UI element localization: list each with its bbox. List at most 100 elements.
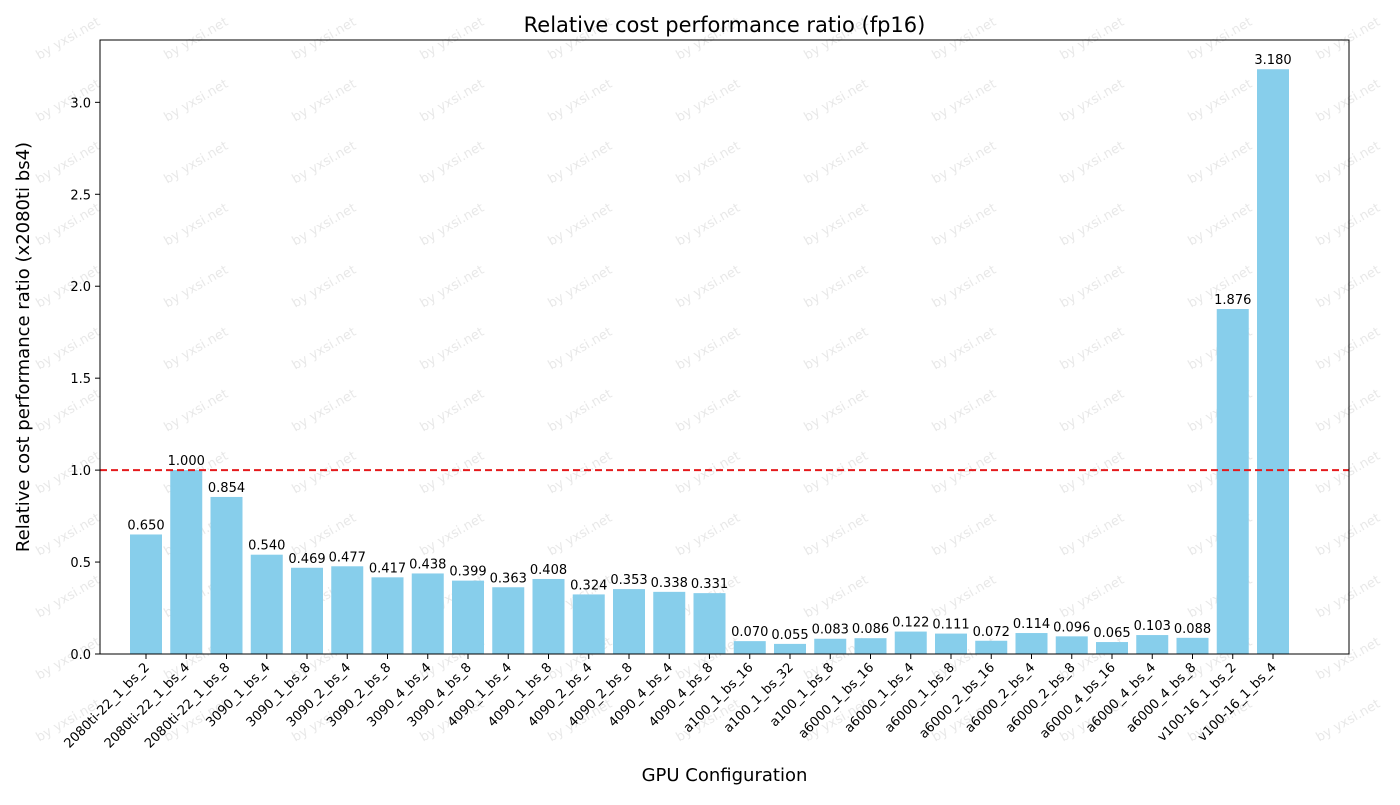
watermark-text: by yxsi.net: [290, 325, 359, 374]
watermark-text: by yxsi.net: [162, 263, 231, 312]
watermark-text: by yxsi.net: [34, 449, 103, 498]
x-axis-title: GPU Configuration: [642, 765, 808, 786]
value-label: 0.331: [691, 577, 728, 592]
bar: [371, 577, 404, 654]
watermark-text: by yxsi.net: [930, 387, 999, 436]
value-label: 0.083: [812, 623, 849, 638]
watermark-text: by yxsi.net: [290, 263, 359, 312]
watermark-text: by yxsi.net: [290, 387, 359, 436]
watermark-text: by yxsi.net: [546, 325, 615, 374]
watermark-text: by yxsi.net: [1058, 573, 1127, 622]
watermark-text: by yxsi.net: [1314, 449, 1383, 498]
watermark-text: by yxsi.net: [290, 77, 359, 126]
bar: [170, 470, 203, 654]
watermark-text: by yxsi.net: [1314, 201, 1383, 250]
watermark-text: by yxsi.net: [930, 573, 999, 622]
value-label: 0.477: [329, 550, 366, 565]
bar: [693, 593, 726, 654]
bar: [210, 496, 243, 654]
bar: [572, 594, 605, 654]
value-label: 0.072: [973, 625, 1010, 640]
watermark-text: by yxsi.net: [546, 449, 615, 498]
watermark-text: by yxsi.net: [34, 77, 103, 126]
bar: [733, 641, 766, 654]
watermark-text: by yxsi.net: [546, 263, 615, 312]
x-axis: 2080ti-22_1_bs_22080ti-22_1_bs_42080ti-2…: [62, 654, 1280, 752]
chart-title: Relative cost performance ratio (fp16): [524, 13, 926, 37]
value-label: 0.055: [771, 628, 808, 643]
x-tick-label: a6000_2_bs_8: [1003, 660, 1079, 736]
watermark-text: by yxsi.net: [418, 139, 487, 188]
watermark-text: by yxsi.net: [418, 387, 487, 436]
watermark-text: by yxsi.net: [930, 15, 999, 64]
watermark-text: by yxsi.net: [1058, 201, 1127, 250]
value-label: 0.103: [1134, 619, 1171, 634]
value-label: 0.086: [852, 622, 889, 637]
watermark-text: by yxsi.net: [1058, 511, 1127, 560]
bar: [814, 638, 847, 654]
watermark-text: by yxsi.net: [1314, 697, 1383, 746]
watermark-text: by yxsi.net: [418, 325, 487, 374]
watermark-text: by yxsi.net: [674, 511, 743, 560]
bar: [653, 591, 686, 654]
watermark-text: by yxsi.net: [802, 387, 871, 436]
watermark-text: by yxsi.net: [930, 201, 999, 250]
bar: [1015, 633, 1048, 654]
watermark-text: by yxsi.net: [802, 139, 871, 188]
y-tick-label: 1.5: [70, 372, 91, 387]
watermark-text: by yxsi.net: [674, 263, 743, 312]
bar: [774, 643, 806, 654]
watermark-text: by yxsi.net: [162, 201, 231, 250]
watermark-text: by yxsi.net: [1314, 139, 1383, 188]
watermark-text: by yxsi.net: [418, 263, 487, 312]
watermark-text: by yxsi.net: [34, 15, 103, 64]
value-label: 0.650: [127, 518, 164, 533]
bar: [854, 638, 887, 654]
watermark-text: by yxsi.net: [290, 139, 359, 188]
bar: [331, 566, 364, 654]
y-axis: 0.0 0.5 1.0 1.5 2.0 2.5 3.0: [70, 96, 100, 663]
watermark-text: by yxsi.net: [802, 449, 871, 498]
bar: [1216, 309, 1249, 654]
value-label: 0.324: [570, 578, 607, 593]
y-tick-label: 3.0: [70, 96, 91, 111]
value-label: 0.122: [892, 616, 929, 631]
plot-frame: [99, 39, 1350, 655]
watermark-text: by yxsi.net: [34, 139, 103, 188]
bar: [532, 578, 565, 654]
watermark-text: by yxsi.net: [802, 325, 871, 374]
bar: [1096, 642, 1128, 654]
watermark-text: by yxsi.net: [546, 511, 615, 560]
watermark-text: by yxsi.net: [930, 263, 999, 312]
watermark-text: by yxsi.net: [162, 77, 231, 126]
y-tick-label: 2.0: [70, 280, 91, 295]
watermark-text: by yxsi.net: [674, 77, 743, 126]
watermark-text: by yxsi.net: [1314, 77, 1383, 126]
value-label: 0.096: [1053, 620, 1090, 635]
watermark-text: by yxsi.net: [930, 139, 999, 188]
watermark-text: by yxsi.net: [546, 77, 615, 126]
bar: [492, 587, 525, 654]
watermark-text: by yxsi.net: [1314, 15, 1383, 64]
watermark-text: by yxsi.net: [802, 201, 871, 250]
value-label: 0.854: [208, 481, 245, 496]
bar: [975, 640, 1008, 654]
watermark-text: by yxsi.net: [674, 387, 743, 436]
watermark-text: by yxsi.net: [1314, 635, 1383, 684]
bar: [291, 567, 323, 654]
value-label: 0.438: [409, 557, 446, 572]
watermark-text: by yxsi.net: [34, 635, 103, 684]
bar: [250, 554, 283, 654]
watermark-text: by yxsi.net: [802, 77, 871, 126]
x-tick-label: a6000_4_bs_4: [1083, 660, 1159, 736]
watermark-text: by yxsi.net: [290, 449, 359, 498]
watermark-text: by yxsi.net: [674, 449, 743, 498]
value-label: 1.876: [1214, 293, 1251, 308]
value-label: 0.353: [610, 573, 647, 588]
watermark-text: by yxsi.net: [802, 511, 871, 560]
watermark-text: by yxsi.net: [418, 77, 487, 126]
watermark-text: by yxsi.net: [162, 15, 231, 64]
